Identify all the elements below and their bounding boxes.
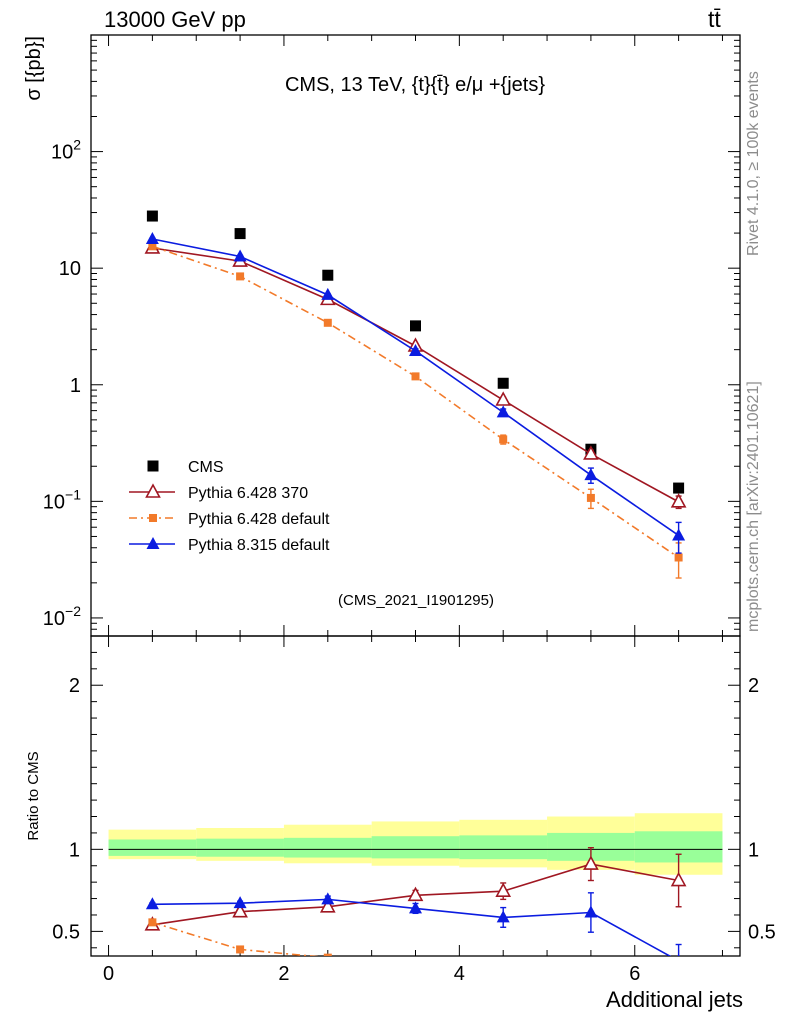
main-pythia-6-428-default-point <box>236 272 245 281</box>
legend-marker-pythia-8-315-default <box>146 537 160 549</box>
main-pythia-6-428-default-point <box>586 493 595 502</box>
legend-marker-pythia-6-428-370 <box>145 483 161 498</box>
main-cms-point <box>673 482 685 494</box>
ratio-pythia-8-315-default-point <box>496 910 510 923</box>
ratio-pythia-8-315-default-point <box>677 953 680 956</box>
x-tick-label: 2 <box>278 963 289 985</box>
ratio-pythia-6-428-370-point <box>232 903 248 918</box>
ratio-pythia-8-315-default-point <box>145 897 159 910</box>
main-pythia-8-315-default-point <box>321 287 335 300</box>
main-cms-point <box>497 377 509 389</box>
legend-label-cms: CMS <box>188 459 224 476</box>
uncertainty-band-inner <box>283 837 372 858</box>
uncertainty-band-inner <box>459 835 548 860</box>
chart-title: CMS, 13 TeV, {t}{t̄} e/μ +{jets} <box>285 74 545 96</box>
main-pythia-8-315-default-point <box>145 231 159 244</box>
main-pythia-6-428-default-point <box>674 553 683 562</box>
ratio-y-axis-label: Ratio to CMS <box>25 751 42 840</box>
legend-label-pythia-6-428-default: Pythia 6.428 default <box>188 511 330 528</box>
ratio-pythia-6-428-default-point <box>412 959 420 967</box>
uncertainty-band-inner <box>196 838 284 857</box>
ratio-pythia-8-315-default-point <box>584 905 598 918</box>
main-cms-point <box>322 269 334 281</box>
uncertainty-band-inner <box>371 836 460 859</box>
ratio-pythia-6-428-370-point <box>407 886 424 902</box>
ratio-pythia-6-428-default-point <box>587 962 595 970</box>
y-tick-label: 102 <box>51 137 81 164</box>
y-tick-label: 10−2 <box>43 603 81 630</box>
main-cms-point <box>234 228 246 240</box>
ratio-pythia-6-428-default-point <box>236 945 245 954</box>
y-tick-label: 10 <box>59 258 81 280</box>
x-tick-label: 4 <box>454 963 465 985</box>
legend-marker-cms <box>147 460 159 472</box>
y-tick-label: 10−1 <box>43 486 81 513</box>
ratio-pythia-6-428-370-point <box>495 882 512 897</box>
ratio-y-tick-label: 0.5 <box>52 921 80 943</box>
main-cms-point <box>410 320 421 332</box>
ratio-pythia-6-428-370-point <box>583 855 599 870</box>
analysis-watermark: (CMS_2021_I1901295) <box>338 592 494 609</box>
ratio-pythia-8-315-default-point <box>409 901 422 914</box>
y-axis-label: σ [{pb}] <box>23 36 45 101</box>
main-pythia-8-315-default-point <box>409 343 422 356</box>
main-pythia-6-428-370-point <box>583 445 599 460</box>
legend-label-pythia-6-428-370: Pythia 6.428 370 <box>188 485 308 502</box>
ratio-pythia-6-428-default-point <box>499 960 507 968</box>
main-pythia-6-428-370-point <box>495 391 512 406</box>
y-tick-label: 1 <box>70 375 81 397</box>
ratio-pythia-6-428-370-point <box>319 898 336 913</box>
ratio-y-tick-label-right: 2 <box>748 675 759 697</box>
ratio-pythia-8-315-default-point <box>233 896 247 909</box>
main-pythia-8-315-default-point <box>233 249 247 262</box>
x-axis-label: Additional jets <box>606 987 743 1012</box>
legend-marker-pythia-6-428-default <box>149 514 157 522</box>
main-pythia-6-428-default-point <box>499 435 508 444</box>
ratio-y-tick-label-right: 1 <box>748 839 759 861</box>
main-cms-point <box>146 210 158 222</box>
main-pythia-6-428-default-point <box>411 372 420 381</box>
legend: CMS Pythia 6.428 370 Pythia 6.428 default P… <box>129 459 330 554</box>
x-tick-label: 6 <box>629 963 640 985</box>
legend-label-pythia-8-315-default: Pythia 8.315 default <box>188 537 330 554</box>
energy-label: 13000 GeV pp <box>104 7 246 32</box>
ratio-pythia-8-315-default-point <box>321 892 335 905</box>
ratio-pythia-6-428-default-line <box>152 921 319 956</box>
ratio-pythia-6-428-default-point <box>675 967 683 975</box>
main-pythia-6-428-370-point <box>670 493 687 508</box>
main-pythia-8-315-default-point <box>496 405 510 418</box>
ratio-y-tick-label: 1 <box>69 839 80 861</box>
ratio-y-tick-label-right: 0.5 <box>748 921 776 943</box>
process-label: tt̄ <box>708 6 721 32</box>
main-pythia-6-428-default-point <box>323 318 332 327</box>
x-tick-label: 0 <box>103 963 114 985</box>
main-pythia-8-315-default-point <box>584 468 598 481</box>
main-pythia-6-428-default-point <box>148 242 157 251</box>
ratio-pythia-6-428-default-point <box>148 918 157 927</box>
ratio-y-tick-label: 2 <box>69 675 80 697</box>
uncertainty-band-inner <box>108 839 197 856</box>
main-pythia-8-315-default-point <box>672 528 686 541</box>
ratio-pythia-6-428-370-point <box>670 871 687 887</box>
ratio-pythia-6-428-default-point <box>323 953 332 956</box>
